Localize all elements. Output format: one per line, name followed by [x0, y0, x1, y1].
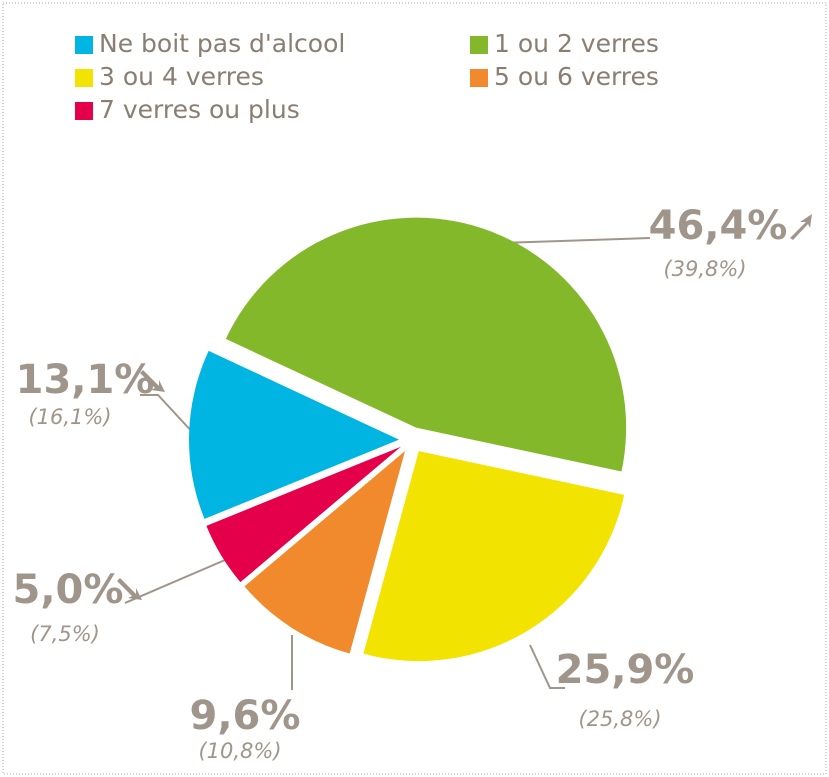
previous-label: (39,8%)	[663, 257, 746, 281]
value-label: 13,1%	[16, 357, 155, 403]
trend-arrows	[117, 214, 812, 600]
pie-slice	[244, 450, 406, 654]
legend-swatch	[75, 69, 93, 87]
previous-label: (16,1%)	[28, 405, 111, 429]
value-label: 25,9%	[556, 647, 695, 693]
previous-label: (10,8%)	[198, 739, 281, 763]
leader-line	[529, 644, 565, 689]
legend-swatch	[470, 69, 488, 87]
arrow-down	[117, 578, 142, 600]
legend-swatch	[75, 36, 93, 54]
arrow-up	[790, 214, 812, 240]
legend-label: 3 ou 4 verres	[99, 62, 264, 91]
legend-label: 7 verres ou plus	[99, 95, 300, 124]
legend-label: 5 ou 6 verres	[494, 62, 659, 91]
previous-label: (7,5%)	[30, 622, 100, 646]
value-label: 5,0%	[13, 567, 124, 613]
pie-slice	[225, 217, 627, 472]
value-label: 46,4%	[649, 203, 788, 249]
pie-slice	[189, 350, 400, 519]
pie-slice	[206, 446, 401, 583]
legend-swatch	[470, 36, 488, 54]
leader-line	[499, 237, 651, 244]
value-label: 9,6%	[190, 693, 301, 739]
previous-label: (25,8%)	[578, 707, 661, 731]
legend-label: 1 ou 2 verres	[494, 29, 659, 58]
leader-line	[140, 394, 196, 436]
pie-slice	[363, 451, 625, 662]
leader-lines	[124, 237, 651, 690]
legend-label: Ne boit pas d'alcool	[99, 29, 345, 58]
arrow-down	[140, 370, 165, 392]
legend-swatch	[75, 102, 93, 120]
leader-line	[124, 559, 226, 604]
